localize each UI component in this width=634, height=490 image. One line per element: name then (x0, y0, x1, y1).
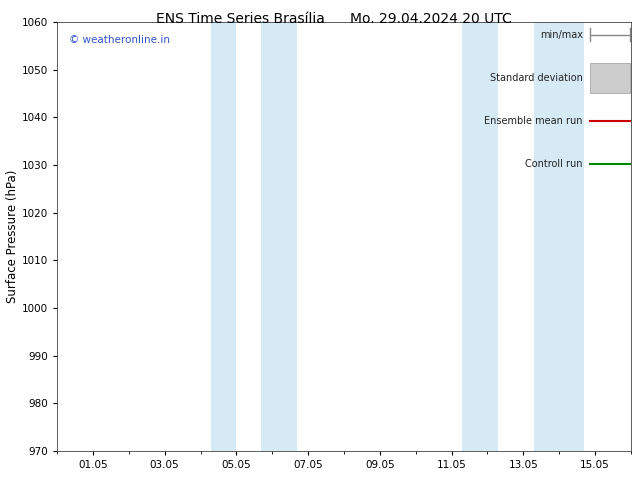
Bar (211, 22, 236, 451)
Text: ENS Time Series Brasília: ENS Time Series Brasília (157, 12, 325, 26)
Y-axis label: Surface Pressure (hPa): Surface Pressure (hPa) (6, 170, 19, 303)
Text: © weatheronline.in: © weatheronline.in (68, 35, 169, 45)
Bar (590, 63, 630, 93)
Bar (534, 22, 584, 451)
Text: min/max: min/max (540, 30, 583, 40)
Bar (462, 22, 498, 451)
Text: Ensemble mean run: Ensemble mean run (484, 116, 583, 125)
Bar (261, 22, 297, 451)
Text: Mo. 29.04.2024 20 UTC: Mo. 29.04.2024 20 UTC (350, 12, 512, 26)
Text: Standard deviation: Standard deviation (489, 73, 583, 83)
Text: Controll run: Controll run (525, 159, 583, 169)
